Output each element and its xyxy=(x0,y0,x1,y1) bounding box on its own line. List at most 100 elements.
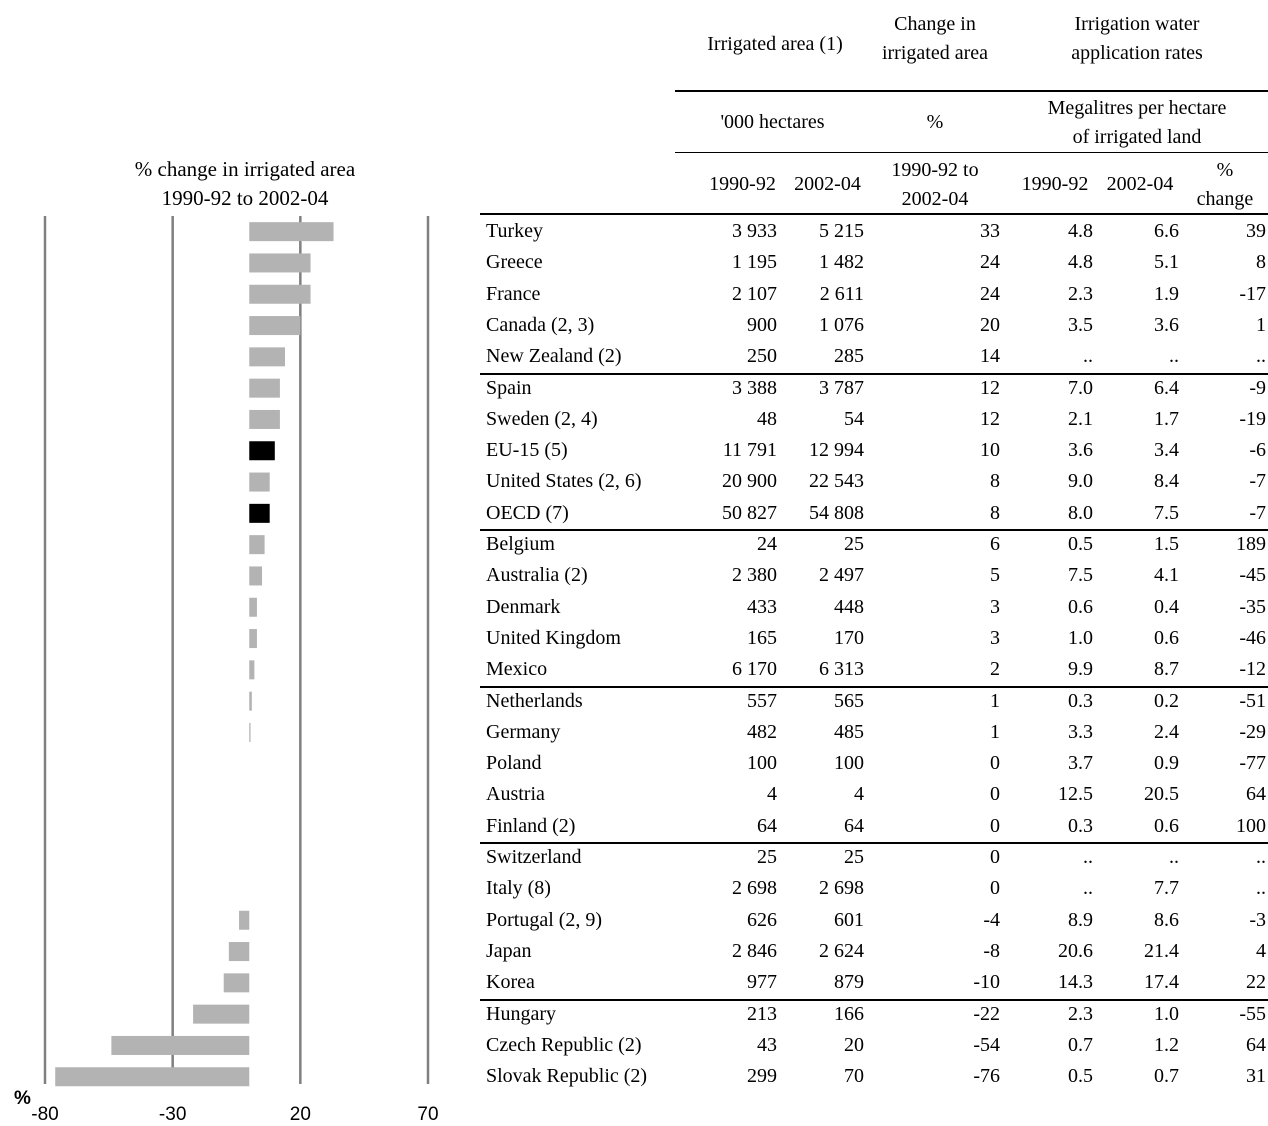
row-cell-chg: 2 xyxy=(990,658,1000,681)
row-cell-r2: 0.9 xyxy=(1154,752,1179,775)
row-cell-chg: -76 xyxy=(973,1065,1000,1088)
row-cell-rc: -29 xyxy=(1239,720,1266,743)
row-country-name: Turkey xyxy=(486,220,544,242)
row-cell-a1: 2 698 xyxy=(732,877,777,900)
row-cell-rc: -55 xyxy=(1239,1002,1266,1025)
row-cell-a1: 24 xyxy=(757,533,777,555)
row-cell-rc: .. xyxy=(1256,846,1266,868)
col-rate-1990: 1990-92 xyxy=(1021,173,1089,195)
bar-denmark xyxy=(249,597,257,617)
bar-slovak-republic-2 xyxy=(55,1067,250,1087)
row-cell-a2: 25 xyxy=(844,533,864,555)
group-divider xyxy=(480,372,1268,375)
row-cell-r2: 2.4 xyxy=(1154,720,1179,743)
bar-canada-2-3 xyxy=(249,316,301,336)
bar-portugal-2-9 xyxy=(239,910,250,930)
row-cell-a1: 1 195 xyxy=(732,251,777,274)
row-cell-a2: 485 xyxy=(834,720,864,743)
group-divider xyxy=(480,685,1268,688)
row-cell-a1: 250 xyxy=(747,345,777,368)
bar-united-states-2-6 xyxy=(249,472,270,492)
row-country-name: Canada (2, 3) xyxy=(486,313,595,336)
bar-greece xyxy=(249,253,311,273)
row-cell-a2: 25 xyxy=(844,846,864,868)
chart-title: % change in irrigated area 1990-92 to 20… xyxy=(0,155,490,213)
row-cell-a2: 285 xyxy=(834,345,864,368)
row-cell-chg: 3 xyxy=(990,595,1000,618)
header-thousand-hectares: '000 hectares xyxy=(720,111,825,133)
row-cell-a2: 20 xyxy=(844,1033,864,1056)
row-cell-r2: 7.5 xyxy=(1154,501,1179,524)
row-cell-chg: 5 xyxy=(990,564,1000,587)
table-row: Japan 2 846 2 624 -8 20.6 21.4 4 xyxy=(480,936,1268,967)
row-cell-a1: 2 380 xyxy=(732,564,777,587)
bar-sweden-2-4 xyxy=(249,409,280,429)
row-cell-rc: .. xyxy=(1256,877,1266,900)
row-cell-r2: 6.6 xyxy=(1154,220,1179,242)
row-country-name: New Zealand (2) xyxy=(486,345,622,368)
row-cell-rc: 64 xyxy=(1246,783,1266,806)
bar-hungary xyxy=(193,1004,250,1024)
row-cell-r1: 0.6 xyxy=(1068,595,1093,618)
table-row: United Kingdom 165 170 3 1.0 0.6 -46 xyxy=(480,623,1268,654)
table-row: OECD (7) 50 827 54 808 8 8.0 7.5 -7 xyxy=(480,498,1268,529)
row-cell-a1: 900 xyxy=(747,313,777,336)
col-change-period: 1990-92 to 2002-04 xyxy=(891,159,979,210)
row-country-name: Australia (2) xyxy=(486,564,588,587)
bar-czech-republic-2 xyxy=(111,1035,250,1055)
table-row: Switzerland 25 25 0...... xyxy=(480,842,1268,873)
row-cell-a2: 2 698 xyxy=(819,877,864,900)
col-rate-2002: 2002-04 xyxy=(1106,173,1174,195)
row-cell-chg: 3 xyxy=(990,626,1000,649)
row-country-name: Netherlands xyxy=(486,689,583,712)
table-row: Portugal (2, 9) 626 601 -4 8.9 8.6 -3 xyxy=(480,905,1268,936)
bar-japan xyxy=(228,942,250,962)
row-country-name: Belgium xyxy=(486,533,555,555)
table-row: Czech Republic (2) 43 20 -54 0.7 1.2 64 xyxy=(480,1030,1268,1061)
table-row: Denmark 433 448 3 0.6 0.4 -35 xyxy=(480,592,1268,623)
row-cell-a2: 4 xyxy=(854,783,864,806)
row-cell-rc: -17 xyxy=(1239,282,1266,305)
table-row: Australia (2) 2 380 2 497 5 7.5 4.1 -45 xyxy=(480,560,1268,591)
row-country-name: Portugal (2, 9) xyxy=(486,908,603,931)
row-cell-rc: -19 xyxy=(1239,407,1266,430)
row-cell-r2: 8.7 xyxy=(1154,658,1179,681)
row-cell-chg: -22 xyxy=(973,1002,1000,1025)
group-divider xyxy=(480,998,1268,1001)
table-row: Slovak Republic (2) 299 70 -76 0.5 0.7 31 xyxy=(480,1061,1268,1092)
row-cell-rc: -7 xyxy=(1249,470,1266,493)
row-cell-r1: 1.0 xyxy=(1068,626,1093,649)
row-cell-a1: 977 xyxy=(747,971,777,994)
row-cell-r2: 8.6 xyxy=(1154,908,1179,931)
row-cell-a2: 879 xyxy=(834,971,864,994)
header-change-in-irrigated-area: Change in irrigated area xyxy=(881,13,989,64)
row-cell-r2: 8.4 xyxy=(1154,470,1179,493)
row-cell-r1: .. xyxy=(1083,846,1093,868)
bar-mexico xyxy=(249,660,255,680)
row-country-name: Austria xyxy=(486,783,545,806)
row-cell-rc: -6 xyxy=(1249,439,1266,462)
row-cell-r1: 2.1 xyxy=(1068,407,1093,430)
table-row: Netherlands 557 565 1 0.3 0.2 -51 xyxy=(480,686,1268,717)
col-rate-change: % change xyxy=(1196,159,1254,210)
row-cell-a1: 2 107 xyxy=(732,282,777,305)
row-cell-r1: 0.5 xyxy=(1068,1065,1093,1088)
col-area-1990: 1990-92 xyxy=(709,173,776,195)
bar-chart: -80 -30 20 70% xyxy=(14,216,439,1125)
row-cell-a1: 64 xyxy=(757,814,777,837)
row-cell-r1: 4.8 xyxy=(1068,251,1093,274)
col-area-2002: 2002-04 xyxy=(794,173,861,195)
row-country-name: United Kingdom xyxy=(486,626,621,649)
row-cell-chg: 33 xyxy=(980,220,1000,242)
row-cell-r2: 0.2 xyxy=(1154,689,1179,712)
bar-france xyxy=(249,284,311,304)
header-irrigated-area: Irrigated area (1) xyxy=(707,33,843,55)
row-cell-a2: 54 xyxy=(844,407,864,430)
group-divider xyxy=(480,529,1268,531)
row-cell-a1: 626 xyxy=(747,908,777,931)
row-cell-chg: 0 xyxy=(990,752,1000,775)
row-cell-rc: .. xyxy=(1256,345,1266,368)
row-cell-r1: 2.3 xyxy=(1068,282,1093,305)
row-cell-a2: 1 482 xyxy=(819,251,864,274)
row-cell-r1: .. xyxy=(1083,345,1093,368)
